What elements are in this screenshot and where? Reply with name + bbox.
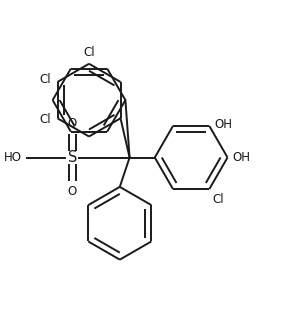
Text: Cl: Cl xyxy=(39,73,51,86)
Text: OH: OH xyxy=(214,118,232,131)
Text: O: O xyxy=(68,117,77,129)
Text: Cl: Cl xyxy=(83,46,95,59)
Text: Cl: Cl xyxy=(39,113,51,126)
Text: S: S xyxy=(67,150,77,165)
Text: O: O xyxy=(68,186,77,198)
Text: Cl: Cl xyxy=(213,193,224,206)
Text: OH: OH xyxy=(232,151,251,164)
Text: HO: HO xyxy=(4,151,22,164)
